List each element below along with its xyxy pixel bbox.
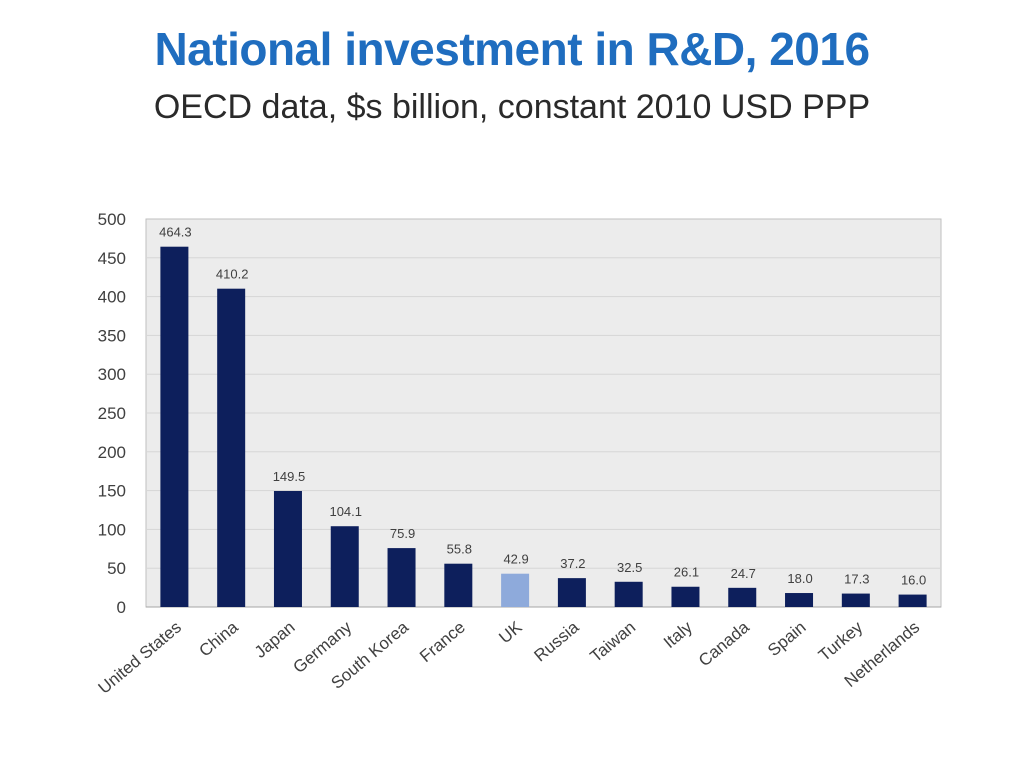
y-tick-label: 100 xyxy=(98,520,126,539)
y-tick-label: 300 xyxy=(98,365,126,384)
data-label: 464.3 xyxy=(159,225,192,240)
bar xyxy=(898,594,927,607)
x-tick-label: China xyxy=(196,617,243,660)
bar xyxy=(387,548,416,607)
x-tick-label: Japan xyxy=(251,618,299,662)
data-label: 16.0 xyxy=(901,573,926,588)
bar xyxy=(728,587,757,607)
data-label: 32.5 xyxy=(617,560,642,575)
bar xyxy=(841,593,870,607)
data-label: 24.7 xyxy=(731,566,756,581)
y-tick-label: 450 xyxy=(98,249,126,268)
data-labels: 464.3 410.2 149.5 104.1 75.9 55.8 42.9 37.2 32.5… xyxy=(159,225,926,588)
data-label: 104.1 xyxy=(329,504,362,519)
x-tick-label: United States xyxy=(95,618,185,698)
y-tick-label: 200 xyxy=(98,443,126,462)
x-tick-label: Taiwan xyxy=(586,618,639,667)
bar xyxy=(273,490,302,607)
x-tick-label: Spain xyxy=(764,618,810,661)
gridlines xyxy=(146,257,941,569)
y-tick-label: 250 xyxy=(98,404,126,423)
data-label: 17.3 xyxy=(844,572,869,587)
bar xyxy=(330,526,359,607)
data-label: 55.8 xyxy=(447,542,472,557)
y-tick-label: 500 xyxy=(98,210,126,229)
bar xyxy=(785,593,814,607)
bar xyxy=(614,581,643,607)
x-tick-label: France xyxy=(416,618,469,667)
y-tick-label: 50 xyxy=(107,559,126,578)
bar xyxy=(671,586,700,607)
bar xyxy=(217,288,246,607)
x-tick-label: UK xyxy=(495,617,526,647)
bar xyxy=(501,573,530,607)
x-tick-label: Italy xyxy=(660,617,696,652)
y-tick-label: 350 xyxy=(98,326,126,345)
bar xyxy=(160,246,189,608)
y-tick-label: 400 xyxy=(98,288,126,307)
data-label: 149.5 xyxy=(273,469,306,484)
data-label: 42.9 xyxy=(503,552,528,567)
data-label: 75.9 xyxy=(390,526,415,541)
y-tick-label: 150 xyxy=(98,482,126,501)
y-tick-label: 0 xyxy=(117,598,126,617)
data-label: 37.2 xyxy=(560,556,585,571)
x-tick-label: Turkey xyxy=(815,617,867,665)
data-label: 26.1 xyxy=(674,565,699,580)
chart-subtitle: OECD data, $s billion, constant 2010 USD… xyxy=(153,88,871,126)
chart-title: National investment in R&D, 2016 xyxy=(154,23,870,75)
data-label: 410.2 xyxy=(216,267,249,282)
bars xyxy=(160,246,927,608)
data-label: 18.0 xyxy=(787,571,812,586)
bar xyxy=(557,578,586,607)
x-tick-label: Russia xyxy=(530,617,582,665)
bar xyxy=(444,563,473,607)
x-tick-label: Canada xyxy=(695,617,753,670)
